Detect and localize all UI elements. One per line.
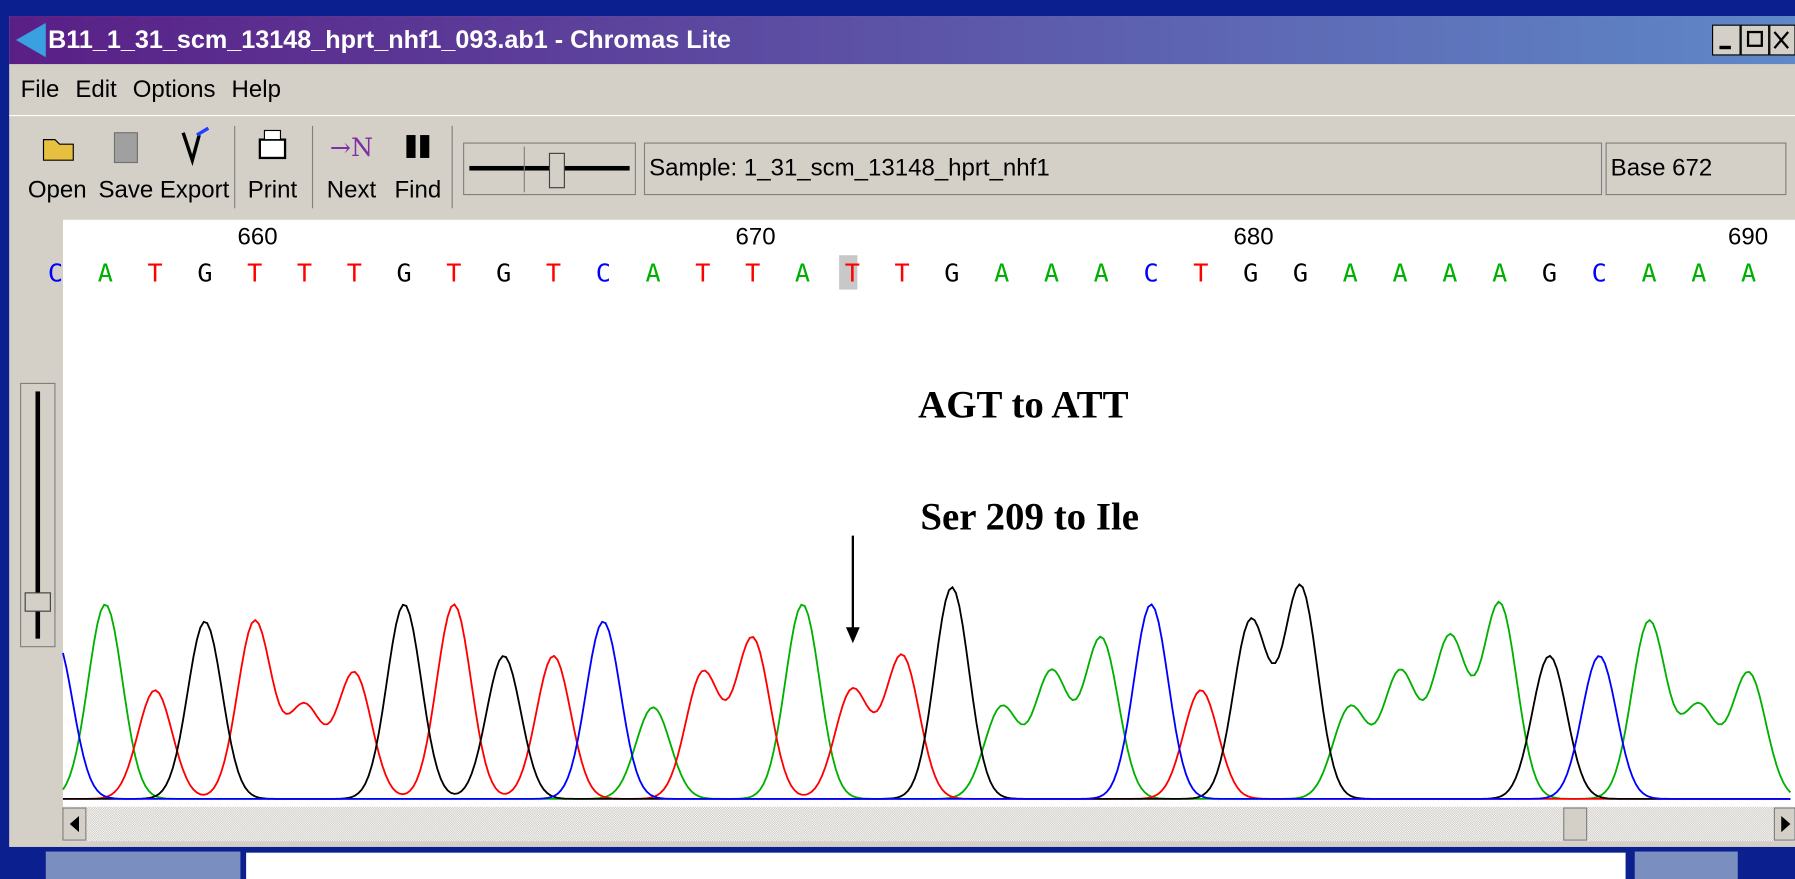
base-call: T: [745, 259, 760, 288]
base-call: T: [247, 259, 262, 288]
ruler-label: 690: [1728, 223, 1768, 250]
base-call: A: [1741, 259, 1756, 288]
page: B11_1_31_scm_13148_hprt_nhf1_093.ab1 - C…: [0, 0, 1795, 879]
base-call: C: [1143, 259, 1158, 288]
base-call: T: [695, 259, 710, 288]
annotation: AGT to ATT: [918, 384, 1129, 427]
base-call: G: [197, 259, 212, 288]
screen: B11_1_31_scm_13148_hprt_nhf1_093.ab1 - C…: [0, 0, 1795, 879]
zoom-slider[interactable]: [464, 143, 636, 195]
menu-item[interactable]: Options: [133, 76, 216, 103]
menu-item[interactable]: File: [21, 76, 60, 103]
scrollbar[interactable]: [63, 807, 1795, 841]
annotation: Ser 209 to Ile: [920, 496, 1139, 539]
base-call: T: [845, 259, 860, 288]
base-call: A: [1641, 259, 1656, 288]
toolbar-label: Next: [327, 176, 377, 203]
base-call: A: [1094, 259, 1109, 288]
ruler-label: 670: [736, 223, 776, 250]
base-call: A: [1343, 259, 1358, 288]
base-call: A: [1044, 259, 1059, 288]
taskbar-icons: [46, 852, 241, 879]
base-call: T: [1193, 259, 1208, 288]
vertical-slider[interactable]: [21, 383, 55, 646]
base-call: A: [646, 259, 661, 288]
base-call: G: [397, 259, 412, 288]
ruler-label: 680: [1233, 223, 1273, 250]
window-controls[interactable]: [1713, 25, 1795, 55]
base-call: C: [48, 259, 63, 288]
base-call: T: [297, 259, 312, 288]
base-call: T: [347, 259, 362, 288]
base-call: A: [1392, 259, 1407, 288]
base-call: C: [596, 259, 611, 288]
toolbar-label: Save: [99, 176, 154, 203]
toolbar-label: Open: [28, 176, 87, 203]
base-call: A: [1492, 259, 1507, 288]
window-title: B11_1_31_scm_13148_hprt_nhf1_093.ab1 - C…: [48, 26, 731, 54]
toolbar-label: Print: [248, 176, 298, 203]
base-call: A: [994, 259, 1009, 288]
base-call: T: [546, 259, 561, 288]
svg-text:→N: →N: [330, 133, 373, 162]
base-call: G: [944, 259, 959, 288]
base-call: G: [1542, 259, 1557, 288]
base-call: A: [1442, 259, 1457, 288]
toolbar-label: Export: [160, 176, 230, 203]
base-label: Base 672: [1611, 155, 1712, 182]
toolbar-label: Find: [394, 176, 441, 203]
menu-item[interactable]: Help: [232, 76, 281, 103]
taskbar-icons: [1635, 852, 1738, 879]
base-call: G: [496, 259, 511, 288]
base-call: T: [446, 259, 461, 288]
taskbar-box: [246, 853, 1625, 879]
base-call: A: [98, 259, 113, 288]
ruler-label: 660: [238, 223, 278, 250]
base-call: G: [1243, 259, 1258, 288]
base-call: T: [894, 259, 909, 288]
base-call: T: [148, 259, 163, 288]
base-call: G: [1293, 259, 1308, 288]
menu-item[interactable]: Edit: [75, 76, 117, 103]
base-call: A: [1691, 259, 1706, 288]
base-call: C: [1592, 259, 1607, 288]
sample-label: Sample: 1_31_scm_13148_hprt_nhf1: [649, 155, 1050, 182]
base-call: A: [795, 259, 810, 288]
